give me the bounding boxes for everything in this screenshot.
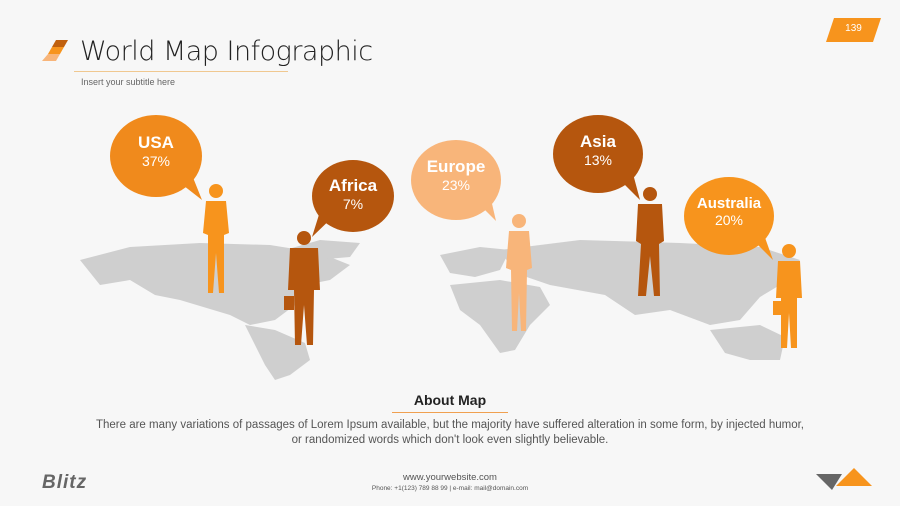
page-number: 139 [845, 23, 862, 34]
about-text: There are many variations of passages of… [95, 419, 805, 446]
person-silhouette-asia [636, 187, 664, 296]
person-silhouette-europe [506, 214, 532, 331]
region-name: USA [138, 133, 174, 152]
bubble-asia: Asia 13% [553, 115, 643, 193]
region-value: 23% [441, 177, 471, 193]
region-value: 37% [141, 153, 171, 169]
person-silhouette-australia [773, 244, 802, 348]
about-title: About Map [413, 392, 487, 408]
region-value: 20% [714, 212, 744, 228]
navigation-arrows-icon[interactable] [816, 468, 878, 492]
region-name: Africa [328, 176, 378, 195]
region-name: Europe [426, 157, 486, 176]
page-number-badge: 139 [826, 18, 881, 42]
person-silhouette-africa [284, 231, 320, 345]
footer-contact: Phone: +1(123) 789 88 99 | e-mail: mail@… [371, 485, 529, 492]
world-map [80, 240, 800, 380]
bubble-usa: USA 37% [110, 115, 202, 197]
brand-mark-icon [42, 40, 68, 61]
footer-website[interactable]: www.yourwebsite.com [403, 472, 497, 483]
brand-logo: Blitz [42, 472, 88, 493]
region-name: Asia [580, 132, 616, 151]
page-title: World Map Infographic [80, 36, 373, 67]
region-name: Australia [696, 195, 762, 212]
bubble-africa: Africa 7% [312, 160, 394, 232]
region-value: 7% [342, 196, 364, 212]
bubble-europe: Europe 23% [411, 140, 501, 220]
title-underline [74, 71, 288, 72]
bubble-australia: Australia 20% [684, 177, 774, 255]
person-silhouette-usa [203, 184, 229, 293]
page-subtitle: Insert your subtitle here [81, 77, 176, 87]
region-value: 13% [583, 152, 613, 168]
about-underline [392, 412, 508, 413]
